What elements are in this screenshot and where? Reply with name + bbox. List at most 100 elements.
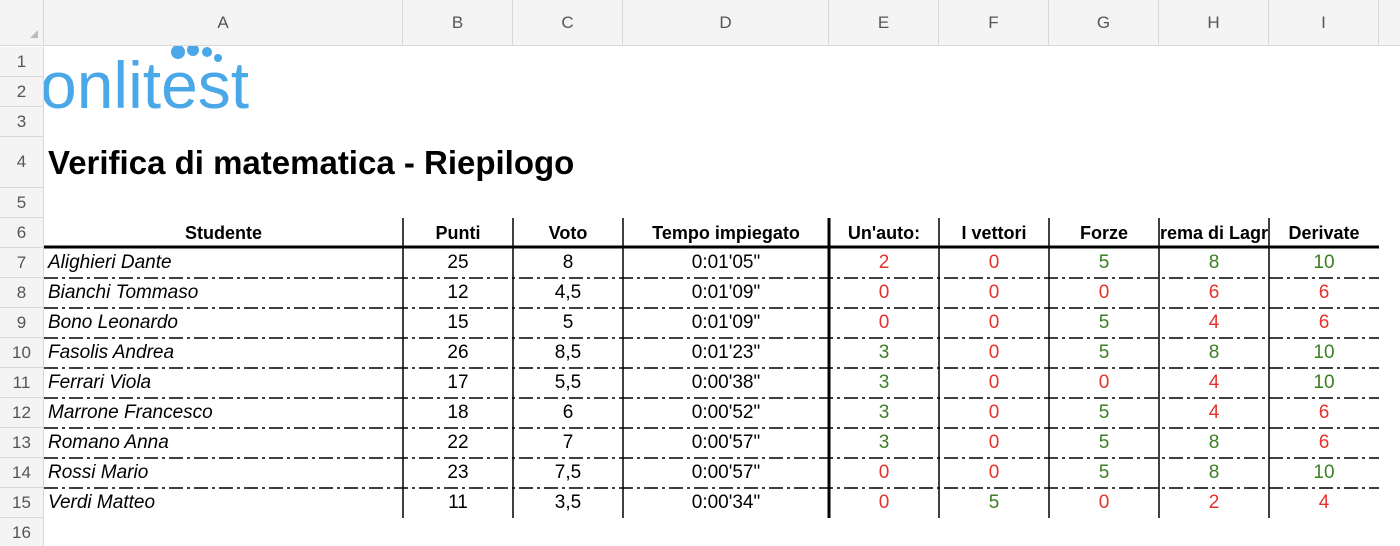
row-header[interactable]: 16 — [0, 518, 44, 546]
student-name[interactable]: Alighieri Dante — [48, 252, 172, 273]
data-cell[interactable]: 12 — [447, 282, 469, 303]
data-cell[interactable]: 17 — [447, 372, 469, 393]
row-header[interactable]: 10 — [0, 338, 44, 368]
score-cell[interactable]: 6 — [1318, 402, 1330, 423]
student-name[interactable]: Marrone Francesco — [48, 402, 213, 423]
row-header[interactable]: 9 — [0, 308, 44, 338]
row-header[interactable]: 5 — [0, 188, 44, 218]
score-cell[interactable]: 3 — [878, 432, 890, 453]
score-cell[interactable]: 6 — [1318, 312, 1330, 333]
score-cell[interactable]: 6 — [1208, 282, 1220, 303]
score-cell[interactable]: 0 — [988, 312, 1000, 333]
column-header[interactable]: A — [44, 0, 403, 46]
score-cell[interactable]: 0 — [878, 282, 890, 303]
column-header[interactable]: I — [1269, 0, 1379, 46]
data-cell[interactable]: 0:00'34" — [691, 492, 761, 513]
data-cell[interactable]: 8,5 — [554, 342, 582, 363]
data-cell[interactable]: 3,5 — [554, 492, 582, 513]
score-cell[interactable]: 5 — [1098, 462, 1110, 483]
column-header[interactable]: C — [513, 0, 623, 46]
data-cell[interactable]: 7,5 — [554, 462, 582, 483]
score-cell[interactable]: 0 — [1098, 282, 1110, 303]
table-header[interactable]: Derivate — [1288, 222, 1360, 243]
data-cell[interactable]: 0:01'09" — [691, 282, 761, 303]
table-header[interactable]: Voto — [548, 222, 588, 243]
row-header[interactable]: 11 — [0, 368, 44, 398]
score-cell[interactable]: 2 — [1208, 492, 1220, 513]
table-header[interactable]: rema di Lagr — [1159, 222, 1269, 243]
score-cell[interactable]: 5 — [1098, 342, 1110, 363]
score-cell[interactable]: 0 — [1098, 372, 1110, 393]
score-cell[interactable]: 0 — [878, 312, 890, 333]
row-header[interactable]: 12 — [0, 398, 44, 428]
row-header[interactable]: 7 — [0, 248, 44, 278]
score-cell[interactable]: 0 — [988, 462, 1000, 483]
data-cell[interactable]: 0:01'23" — [691, 342, 761, 363]
score-cell[interactable]: 8 — [1208, 252, 1220, 273]
row-header[interactable]: 1 — [0, 47, 44, 77]
data-cell[interactable]: 25 — [447, 252, 469, 273]
column-header[interactable]: E — [829, 0, 939, 46]
score-cell[interactable]: 0 — [988, 282, 1000, 303]
data-cell[interactable]: 22 — [447, 432, 469, 453]
data-cell[interactable]: 0:00'57" — [691, 462, 761, 483]
row-header[interactable]: 2 — [0, 77, 44, 107]
table-header[interactable]: I vettori — [961, 222, 1027, 243]
data-cell[interactable]: 0:01'05" — [691, 252, 761, 273]
score-cell[interactable]: 6 — [1318, 282, 1330, 303]
score-cell[interactable]: 0 — [1098, 492, 1110, 513]
score-cell[interactable]: 5 — [1098, 252, 1110, 273]
data-cell[interactable]: 23 — [447, 462, 469, 483]
score-cell[interactable]: 5 — [1098, 432, 1110, 453]
table-header[interactable]: Forze — [1079, 222, 1128, 243]
score-cell[interactable]: 0 — [878, 492, 890, 513]
score-cell[interactable]: 0 — [988, 432, 1000, 453]
data-cell[interactable]: 11 — [448, 492, 468, 513]
score-cell[interactable]: 3 — [878, 342, 890, 363]
score-cell[interactable]: 3 — [878, 402, 890, 423]
data-cell[interactable]: 8 — [562, 252, 574, 273]
score-cell[interactable]: 5 — [988, 492, 1000, 513]
score-cell[interactable]: 4 — [1208, 312, 1220, 333]
data-cell[interactable]: 4,5 — [554, 282, 582, 303]
column-header[interactable]: B — [403, 0, 513, 46]
score-cell[interactable]: 3 — [878, 372, 890, 393]
corner[interactable] — [0, 0, 44, 46]
score-cell[interactable]: 5 — [1098, 402, 1110, 423]
data-cell[interactable]: 0:00'38" — [691, 372, 761, 393]
student-name[interactable]: Bianchi Tommaso — [48, 282, 199, 303]
student-name[interactable]: Fasolis Andrea — [48, 342, 175, 363]
score-cell[interactable]: 5 — [1098, 312, 1110, 333]
row-header[interactable]: 15 — [0, 488, 44, 518]
data-cell[interactable]: 7 — [562, 432, 574, 453]
row-header[interactable]: 6 — [0, 218, 44, 248]
score-cell[interactable]: 0 — [988, 372, 1000, 393]
score-cell[interactable]: 0 — [878, 462, 890, 483]
data-cell[interactable]: 26 — [447, 342, 469, 363]
student-name[interactable]: Bono Leonardo — [48, 312, 178, 333]
student-name[interactable]: Verdi Matteo — [48, 492, 156, 513]
student-name[interactable]: Ferrari Viola — [48, 372, 152, 393]
column-header[interactable]: G — [1049, 0, 1159, 46]
row-header[interactable]: 14 — [0, 458, 44, 488]
table-header[interactable]: Tempo impiegato — [652, 222, 800, 243]
column-header[interactable]: D — [623, 0, 829, 46]
table-header[interactable]: Un'auto: — [847, 222, 921, 243]
row-header[interactable]: 3 — [0, 107, 44, 137]
score-cell[interactable]: 0 — [988, 402, 1000, 423]
score-cell[interactable]: 10 — [1313, 342, 1335, 363]
data-cell[interactable]: 15 — [447, 312, 469, 333]
student-name[interactable]: Romano Anna — [48, 432, 169, 453]
row-header[interactable]: 8 — [0, 278, 44, 308]
score-cell[interactable]: 10 — [1313, 462, 1335, 483]
student-name[interactable]: Rossi Mario — [48, 462, 149, 483]
score-cell[interactable]: 0 — [988, 342, 1000, 363]
column-header[interactable]: H — [1159, 0, 1269, 46]
column-header[interactable]: F — [939, 0, 1049, 46]
score-cell[interactable]: 10 — [1313, 252, 1335, 273]
score-cell[interactable]: 8 — [1208, 342, 1220, 363]
data-cell[interactable]: 5 — [562, 312, 574, 333]
score-cell[interactable]: 4 — [1318, 492, 1330, 513]
data-cell[interactable]: 6 — [562, 402, 574, 423]
score-cell[interactable]: 4 — [1208, 402, 1220, 423]
